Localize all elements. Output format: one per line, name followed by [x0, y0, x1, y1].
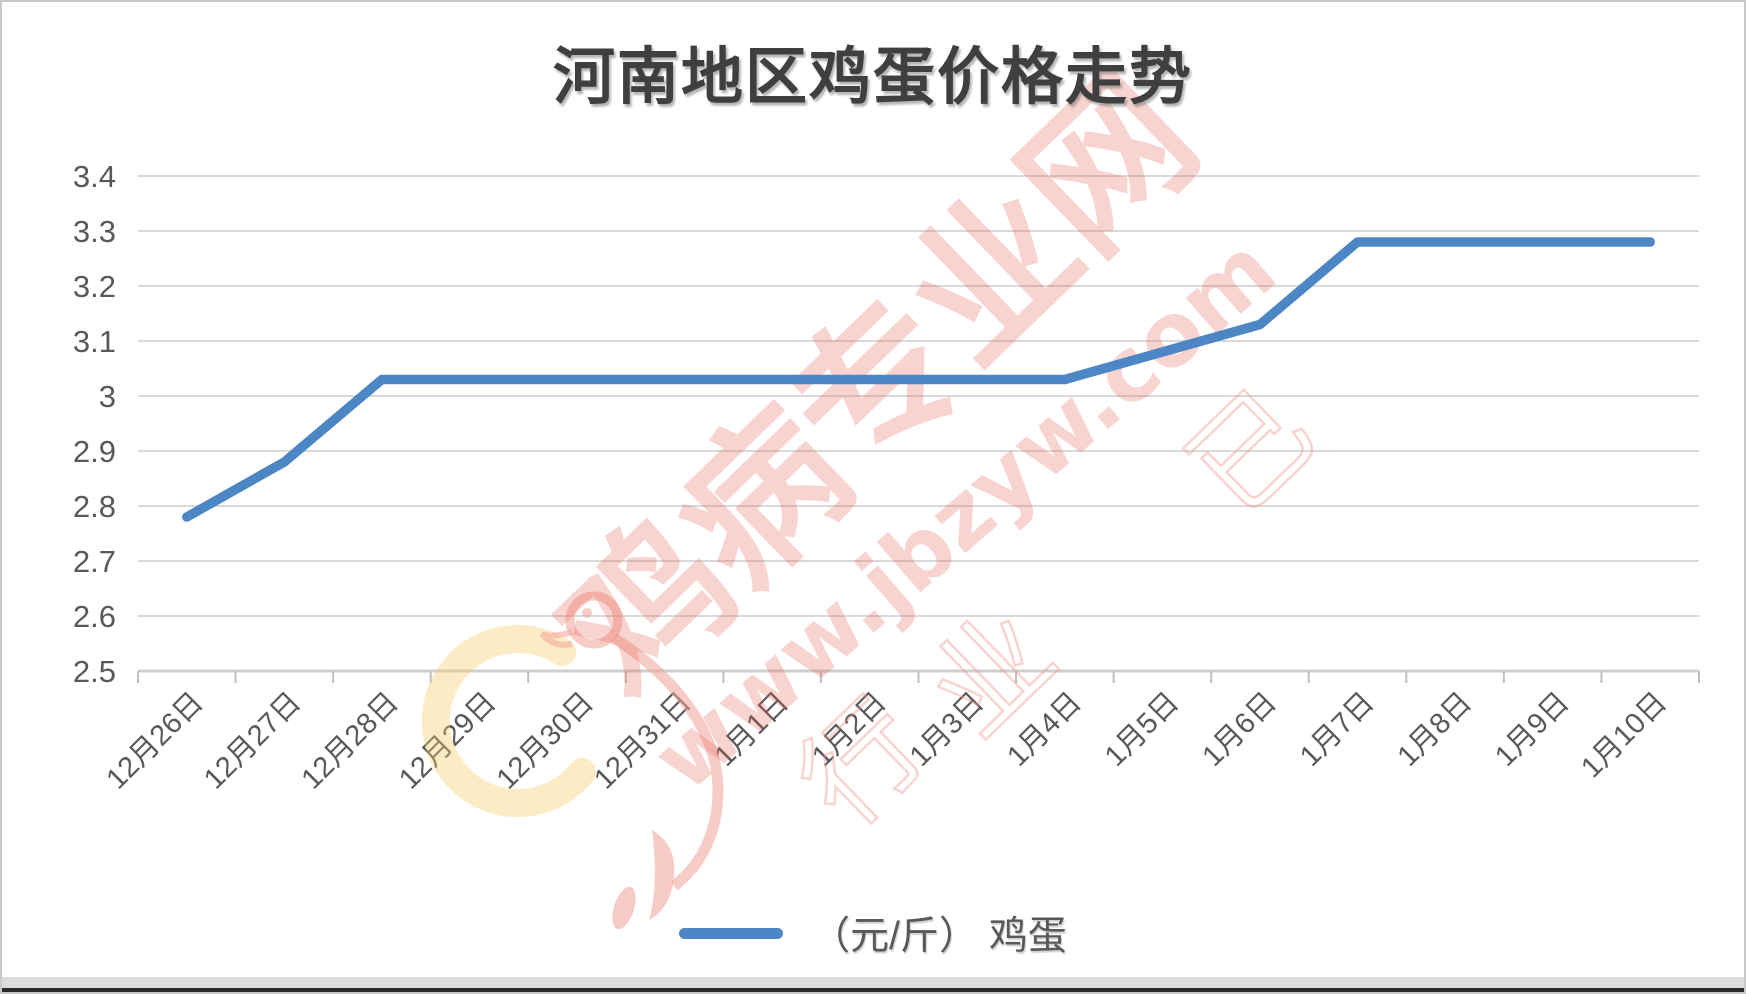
window-bottom-edge: [2, 988, 1744, 992]
y-axis-label: 3: [99, 379, 116, 414]
legend-line-swatch: [679, 927, 784, 939]
window-bottom-strip: [2, 977, 1744, 988]
watermark-faint-char: 已: [1166, 366, 1338, 538]
price-line: [182, 237, 1655, 522]
x-axis-label: 12月27日: [198, 686, 307, 795]
y-axis-label: 3.4: [73, 159, 116, 194]
x-axis-label: 1月6日: [1196, 686, 1282, 772]
watermark-bird-logo: [611, 633, 724, 891]
watermark-bird-logo: [539, 629, 573, 648]
y-axis-label: 2.8: [73, 489, 116, 524]
x-axis-label: 1月9日: [1489, 686, 1575, 772]
chart-title: 河南地区鸡蛋价格走势: [552, 44, 1193, 112]
y-axis-label: 2.6: [73, 599, 116, 634]
x-axis-label: 1月8日: [1392, 686, 1478, 772]
x-axis-label: 1月5日: [1099, 686, 1185, 772]
watermark-crescent: [421, 625, 596, 818]
y-axis-label: 2.9: [73, 434, 116, 469]
x-axis-label: 12月26日: [100, 686, 209, 795]
y-axis-label: 2.5: [73, 654, 116, 689]
legend-label: （元/斤） 鸡蛋: [811, 915, 1067, 958]
y-axis-label: 3.1: [73, 324, 116, 359]
y-axis-label: 3.2: [73, 269, 116, 304]
x-axis-label: 1月10日: [1575, 686, 1673, 784]
watermark-bird-eye: [582, 608, 592, 618]
legend: （元/斤） 鸡蛋: [2, 905, 1744, 961]
y-axis-label: 3.3: [73, 214, 116, 249]
watermark-bird-logo: [565, 591, 623, 649]
x-axis-label: 12月28日: [296, 686, 405, 795]
watermark-comma: [649, 830, 675, 920]
y-axis-label: 2.7: [73, 544, 116, 579]
watermark-comma: [612, 886, 636, 930]
x-axis-label: 1月7日: [1294, 686, 1380, 772]
